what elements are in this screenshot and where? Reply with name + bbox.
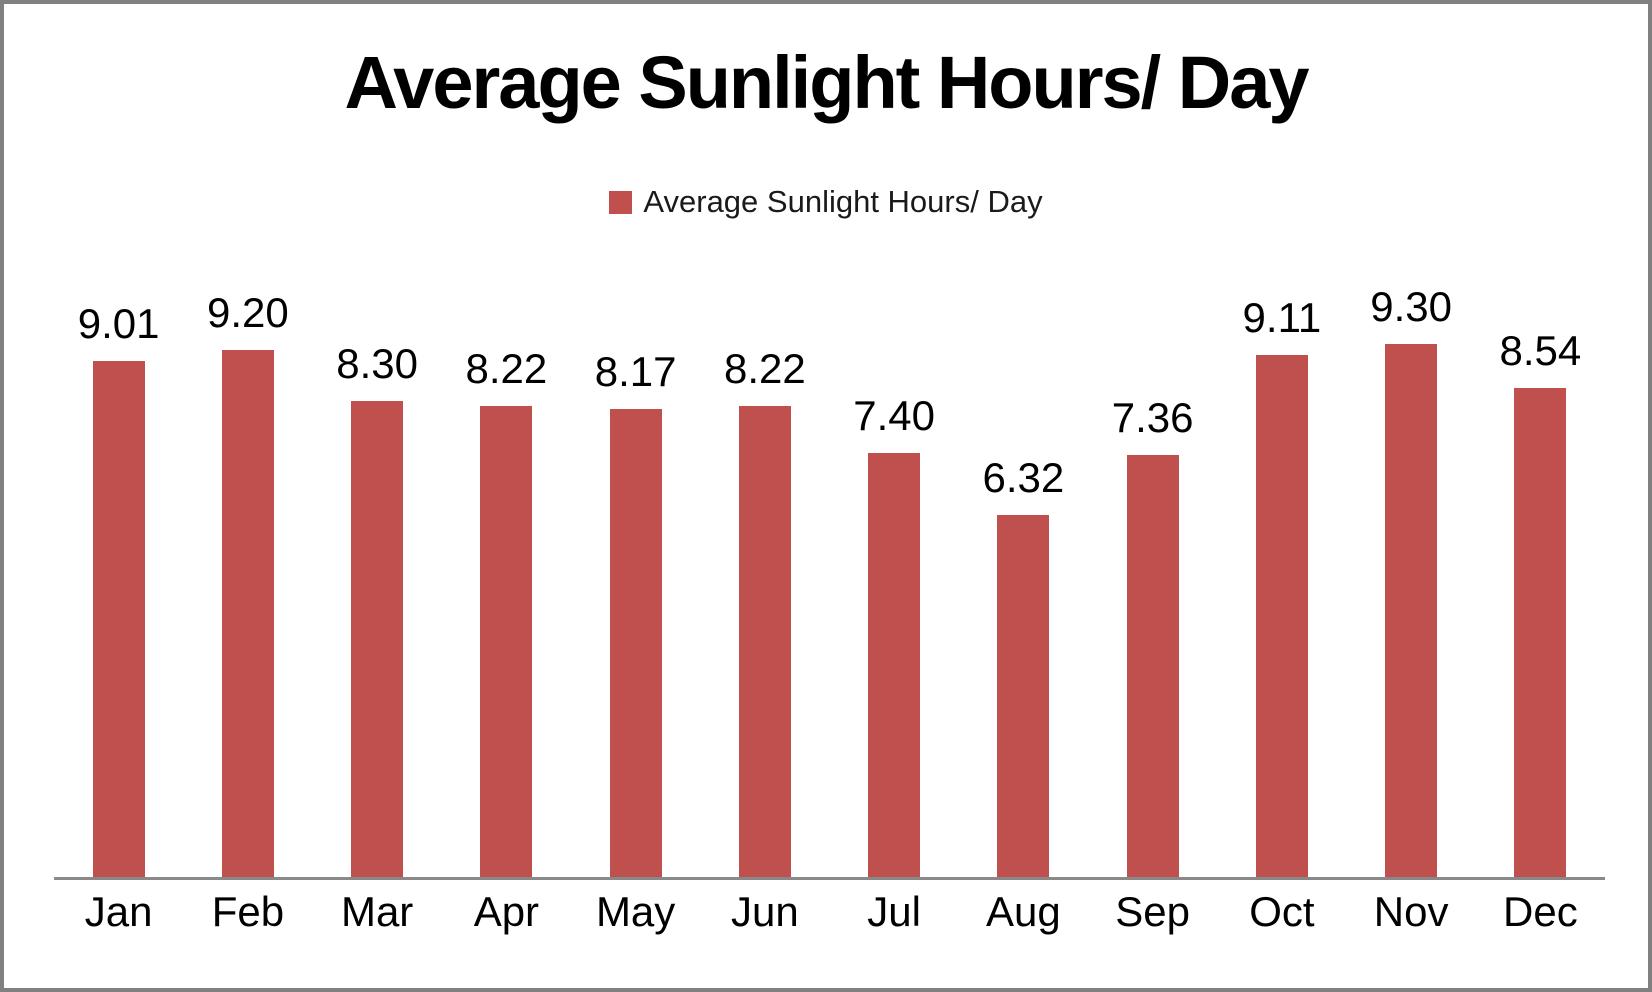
legend: Average Sunlight Hours/ Day [4,184,1648,220]
bar-jul [868,453,921,877]
bar-value-label: 8.22 [465,344,548,392]
bar-value-label: 8.17 [594,347,677,395]
bar-column-nov: 9.30 [1347,244,1476,877]
bar-column-jun: 8.22 [700,244,829,877]
x-axis-label-feb: Feb [211,888,285,935]
x-axis-label-may: May [595,888,676,935]
bar-column-jul: 7.40 [830,244,959,877]
bar-column-feb: 9.20 [183,244,312,877]
x-axis-label-jun: Jun [731,888,799,935]
x-axis-line [54,877,1605,880]
bar-mar [351,401,404,877]
bar-value-label: 8.30 [336,339,418,387]
bar-sep [1126,455,1179,877]
bar-value-label: 8.22 [724,344,806,392]
bar-apr [480,406,533,877]
bar-may [609,409,662,877]
bar-column-sep: 7.36 [1088,244,1217,877]
x-axis-label-mar: Mar [340,888,414,935]
bar-feb [221,350,274,877]
legend-marker-swatch [609,190,633,214]
bar-oct [1255,355,1308,877]
plot-area: 9.01 9.20 8.30 8.22 8.17 8.22 7.40 6.32 7.36 9.11… [54,244,1605,877]
x-axis-label-aug: Aug [986,888,1061,935]
bar-column-may: 8.17 [571,244,700,877]
bar-column-jan: 9.01 [54,244,183,877]
bar-value-label: 6.32 [982,453,1065,501]
bar-value-label: 9.01 [77,299,160,347]
bar-nov [1385,344,1438,877]
x-axis-label-jul: Jul [867,888,921,935]
legend-label: Average Sunlight Hours/ Day [643,184,1043,219]
bar-value-label: 8.54 [1499,326,1582,374]
bar-value-label: 9.20 [207,288,289,336]
x-axis-label-oct: Oct [1249,888,1315,935]
bar-aug [997,515,1050,877]
bar-column-aug: 6.32 [959,244,1088,877]
bar-jun [738,406,791,877]
chart-title: Average Sunlight Hours/ Day [344,41,1309,124]
bar-value-label: 7.36 [1111,393,1194,441]
bar-value-label: 7.40 [853,391,935,439]
bar-column-apr: 8.22 [442,244,571,877]
x-axis-label-nov: Nov [1373,888,1449,935]
x-axis-label-sep: Sep [1115,888,1190,935]
x-axis-labels: Jan Feb Mar Apr May Jun Jul Aug Sep Oct Nov Dec [54,888,1605,936]
bar-column-dec: 8.54 [1476,244,1605,877]
bar-dec [1514,388,1567,877]
x-axis-label-dec: Dec [1503,888,1578,935]
bar-column-oct: 9.11 [1217,244,1346,877]
bar-jan [92,361,145,877]
x-axis-label-apr: Apr [473,888,540,935]
bar-value-label: 9.11 [1242,293,1322,341]
bar-column-mar: 8.30 [313,244,442,877]
x-axis-label-jan: Jan [84,888,153,935]
bar-value-label: 9.30 [1370,282,1452,330]
